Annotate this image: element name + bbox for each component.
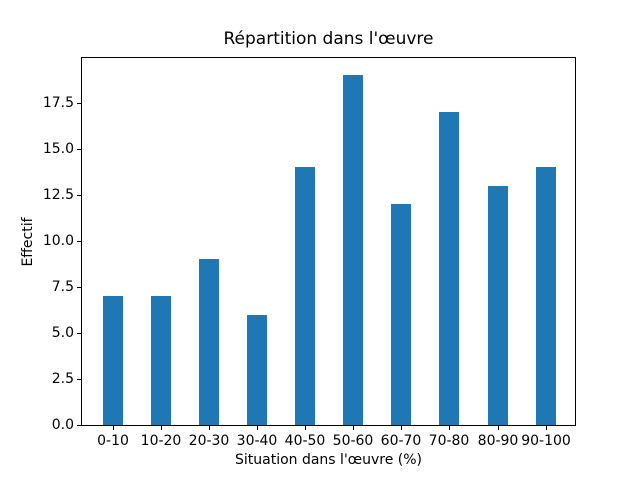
bar-10-20 xyxy=(150,296,171,425)
x-tick-label: 0-10 xyxy=(97,433,129,449)
y-tick-label: 17.5 xyxy=(42,95,74,111)
x-tick-mark xyxy=(401,426,402,430)
bar-80-90 xyxy=(487,186,508,425)
x-tick-label: 90-100 xyxy=(521,433,571,449)
x-tick-mark xyxy=(257,426,258,430)
x-tick-label: 50-60 xyxy=(332,433,374,449)
bar-70-80 xyxy=(439,112,460,425)
x-tick-label: 70-80 xyxy=(428,433,470,449)
x-tick-label: 60-70 xyxy=(380,433,422,449)
chart-title: Répartition dans l'œuvre xyxy=(223,29,434,49)
y-tick-mark xyxy=(77,425,81,426)
y-tick-mark xyxy=(77,195,81,196)
bar-20-30 xyxy=(198,259,219,425)
y-tick-label: 15.0 xyxy=(42,141,74,157)
x-tick-mark xyxy=(498,426,499,430)
y-tick-label: 7.5 xyxy=(51,279,74,295)
x-tick-label: 80-90 xyxy=(477,433,519,449)
x-tick-mark xyxy=(209,426,210,430)
x-tick-mark xyxy=(161,426,162,430)
y-tick-mark xyxy=(77,103,81,104)
y-tick-label: 10.0 xyxy=(42,233,74,249)
bar-40-50 xyxy=(295,167,316,425)
x-tick-mark xyxy=(353,426,354,430)
bar-30-40 xyxy=(247,315,267,425)
y-tick-mark xyxy=(77,241,81,242)
x-tick-mark xyxy=(546,426,547,430)
y-tick-mark xyxy=(77,333,81,334)
x-tick-label: 30-40 xyxy=(236,433,278,449)
x-tick-label: 40-50 xyxy=(284,433,326,449)
x-tick-mark xyxy=(449,426,450,430)
x-tick-mark xyxy=(113,426,114,430)
x-tick-mark xyxy=(305,426,306,430)
y-tick-label: 2.5 xyxy=(51,371,74,387)
x-axis-label: Situation dans l'œuvre (%) xyxy=(234,452,423,468)
y-tick-label: 5.0 xyxy=(51,325,74,341)
bar-60-70 xyxy=(391,204,412,425)
bar-50-60 xyxy=(343,75,364,425)
plot-area xyxy=(81,57,576,426)
bar-0-10 xyxy=(102,296,123,425)
y-tick-mark xyxy=(77,149,81,150)
y-tick-label: 12.5 xyxy=(42,187,74,203)
bar-90-100 xyxy=(535,167,556,425)
y-tick-mark xyxy=(77,379,81,380)
x-tick-label: 20-30 xyxy=(188,433,230,449)
y-tick-label: 0.0 xyxy=(51,417,74,433)
y-tick-mark xyxy=(77,287,81,288)
x-tick-label: 10-20 xyxy=(140,433,182,449)
